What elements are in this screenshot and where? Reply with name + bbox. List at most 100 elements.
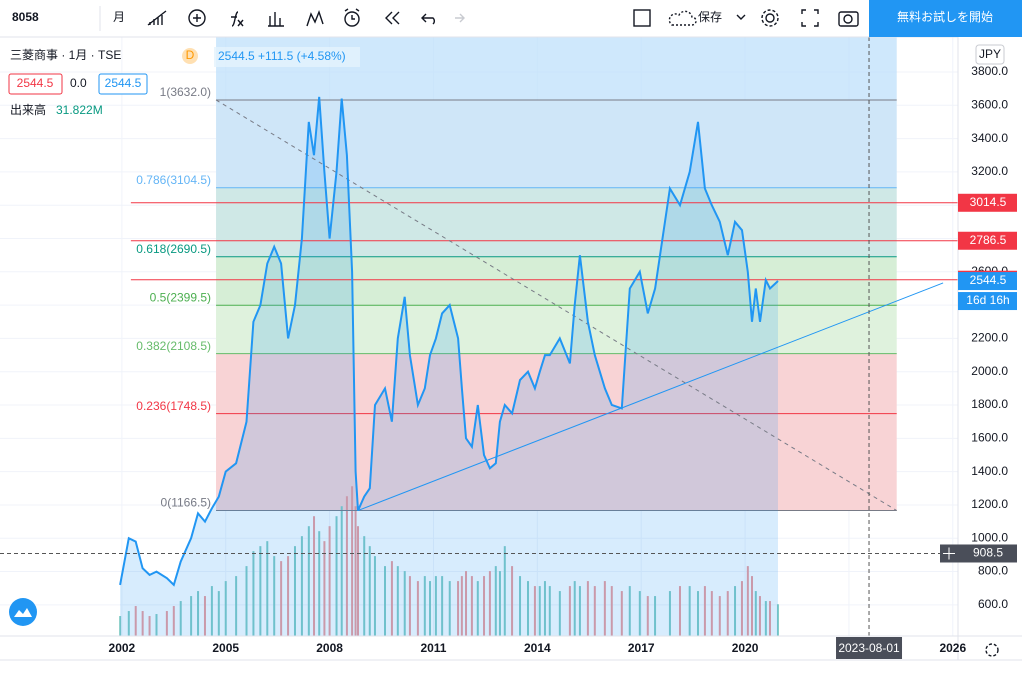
- y-tick-label: 1400.0: [971, 464, 1008, 478]
- settings-icon[interactable]: [765, 13, 775, 23]
- volume-bar: [610, 586, 613, 636]
- volume-bar: [293, 546, 296, 636]
- interval[interactable]: 月: [113, 10, 125, 24]
- volume-bar: [457, 581, 460, 636]
- bid-box[interactable]: [8, 73, 63, 95]
- volume-bar: [638, 591, 641, 636]
- volume-bar: [165, 611, 168, 636]
- undo-icon[interactable]: [421, 13, 435, 25]
- volume-bar: [245, 566, 248, 636]
- volume-bar: [498, 571, 501, 636]
- replay-icon[interactable]: [385, 11, 400, 25]
- fib-zone: [216, 99, 897, 188]
- volume-bar: [252, 551, 255, 636]
- trial-button[interactable]: [869, 0, 1022, 37]
- toolbar-icons[interactable]: [147, 8, 859, 27]
- redo-icon[interactable]: [455, 13, 465, 23]
- volume-bar: [533, 586, 536, 636]
- volume-bar: [519, 576, 522, 636]
- volume-bar: [603, 581, 606, 636]
- price-line-series: [119, 96, 779, 587]
- badge[interactable]: [182, 48, 198, 64]
- layout-icon[interactable]: [633, 9, 651, 27]
- fib-zone: [216, 187, 897, 257]
- volume-bar: [340, 506, 343, 636]
- volume-bar: [384, 566, 387, 636]
- fullscreen-icon[interactable]: [801, 9, 819, 27]
- alert-icon[interactable]: [344, 11, 360, 27]
- volume-bar: [356, 526, 359, 636]
- volume-bar: [155, 614, 158, 636]
- countdown-box: [958, 292, 1017, 311]
- volume-bar: [434, 576, 437, 636]
- bid: 2544.5: [17, 76, 54, 90]
- volume-bar: [538, 586, 541, 636]
- cloud-icon[interactable]: [668, 10, 697, 26]
- volume-bar: [470, 576, 473, 636]
- volume-bar: [593, 586, 596, 636]
- bars-icon[interactable]: [268, 12, 284, 27]
- y-tick-label: 1800.0: [971, 397, 1008, 411]
- volume-bar: [335, 516, 338, 636]
- volume-bar: [408, 576, 411, 636]
- legend-name: 三菱商事 · 1月 · TSE: [10, 47, 121, 62]
- volume-bar: [313, 516, 316, 636]
- volume-bar: [179, 601, 182, 636]
- chevron[interactable]: [736, 14, 746, 20]
- indicator-icon[interactable]: [188, 9, 206, 27]
- volume-bar: [318, 531, 321, 636]
- volume-bar: [373, 556, 376, 636]
- volume-bar: [548, 586, 551, 636]
- chart-type-icon[interactable]: [147, 10, 167, 26]
- volume-bar: [210, 586, 213, 636]
- ask-box[interactable]: [98, 73, 148, 95]
- volume-bar: [235, 576, 238, 636]
- volume-bar: [678, 586, 681, 636]
- fx-icon[interactable]: [231, 11, 244, 27]
- fib-label: 0.618(2690.5): [136, 242, 211, 256]
- camera-icon[interactable]: [838, 11, 859, 27]
- volume-bar: [423, 576, 426, 636]
- volume-bar: [726, 591, 729, 636]
- plus: [193, 14, 201, 22]
- volume-bar: [573, 581, 576, 636]
- volume-bar: [750, 576, 753, 636]
- volume-bar: [460, 576, 463, 636]
- volume-bar: [494, 566, 497, 636]
- volume-bar: [754, 591, 757, 636]
- volume-bar: [307, 526, 310, 636]
- volume-bar: [758, 596, 761, 636]
- volume-bar: [141, 611, 144, 636]
- volume-bar: [403, 571, 406, 636]
- price-area: [120, 96, 779, 636]
- fib-extension: [216, 37, 897, 100]
- symbol[interactable]: 8058: [12, 10, 39, 24]
- price-line-label-box: [958, 193, 1017, 212]
- volume-bar: [465, 571, 468, 636]
- currency: JPY: [979, 47, 1001, 61]
- volume-bar: [354, 506, 357, 636]
- volume-bar: [688, 586, 691, 636]
- fib-label: 0.786(3104.5): [136, 173, 211, 187]
- volume-bar: [628, 586, 631, 636]
- x-tick-label: 2026: [939, 641, 966, 655]
- volume-bar: [483, 576, 486, 636]
- volume-bar: [746, 566, 749, 636]
- compare-icon[interactable]: [306, 9, 324, 27]
- volume-bar: [620, 591, 623, 636]
- volume-bar: [390, 561, 393, 636]
- currency-box[interactable]: [975, 44, 1005, 65]
- axis-settings[interactable]: [985, 643, 999, 657]
- y-tick-label: 3200.0: [971, 164, 1008, 178]
- volume-bar: [526, 581, 529, 636]
- price-line-label: 2786.5: [970, 233, 1007, 247]
- logo[interactable]: [9, 598, 37, 626]
- y-tick-label: 1600.0: [971, 431, 1008, 445]
- volume-bar: [429, 581, 432, 636]
- volume-bar: [543, 581, 546, 636]
- save-label[interactable]: 保存: [698, 10, 722, 24]
- y-tick-label: 3400.0: [971, 131, 1008, 145]
- y-tick-label: 2000.0: [971, 364, 1008, 378]
- trial-label[interactable]: 無料お試しを開始: [897, 9, 993, 24]
